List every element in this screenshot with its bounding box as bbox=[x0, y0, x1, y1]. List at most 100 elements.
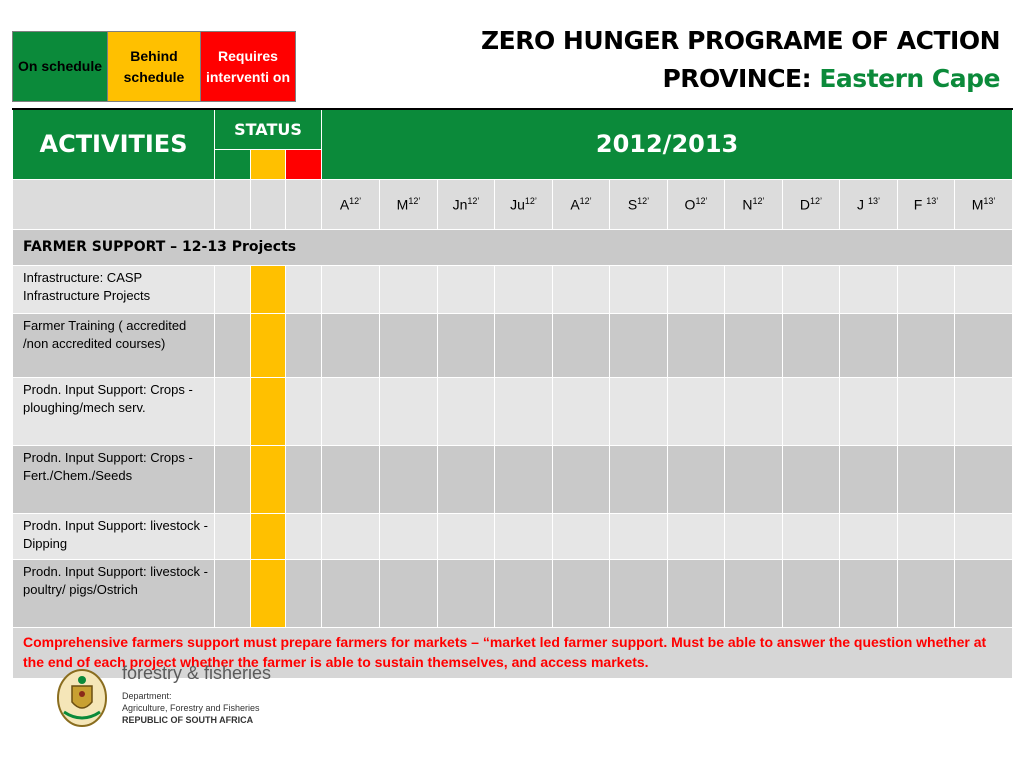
month-cell bbox=[897, 376, 955, 446]
month-cell bbox=[494, 512, 553, 560]
month-cell bbox=[437, 558, 495, 628]
month-cell bbox=[953, 312, 1014, 378]
department-footer: forestry & fisheries Department: Agricul… bbox=[56, 664, 356, 734]
status-cell-yellow bbox=[250, 558, 286, 628]
month-year-suffix: 12’ bbox=[408, 195, 421, 206]
footer-department: Department: Agriculture, Forestry and Fi… bbox=[122, 690, 260, 726]
month-label: N bbox=[742, 196, 753, 213]
month-label: A bbox=[339, 196, 350, 213]
month-label: S bbox=[627, 196, 638, 213]
month-header-cell: Ju12’ bbox=[494, 178, 553, 230]
status-yellow-swatch bbox=[250, 149, 286, 180]
month-cell bbox=[494, 558, 553, 628]
month-cell bbox=[437, 444, 495, 514]
month-cell bbox=[782, 512, 840, 560]
month-cell bbox=[609, 312, 668, 378]
month-cell bbox=[609, 558, 668, 628]
month-cell bbox=[782, 312, 840, 378]
month-cell bbox=[552, 558, 610, 628]
month-row-blank bbox=[214, 178, 251, 230]
dept-line1: Department: bbox=[122, 691, 172, 701]
province-label: PROVINCE: bbox=[662, 64, 812, 93]
activities-header: ACTIVITIES bbox=[12, 108, 215, 180]
legend-requires-intervention: Requires interventi on bbox=[201, 32, 295, 101]
month-label: A bbox=[570, 196, 580, 213]
status-header: STATUS bbox=[214, 108, 322, 151]
month-cell bbox=[667, 444, 725, 514]
activity-label: Prodn. Input Support: Crops - Fert./Chem… bbox=[12, 444, 215, 514]
dept-line2: Agriculture, Forestry and Fisheries bbox=[122, 703, 260, 713]
month-cell bbox=[437, 512, 495, 560]
month-header-cell: M12’ bbox=[379, 178, 438, 230]
year-header: 2012/2013 bbox=[320, 108, 1014, 180]
status-cell-yellow bbox=[250, 312, 286, 378]
month-year-suffix: 12’ bbox=[349, 195, 362, 206]
activity-label: Prodn. Input Support: livestock - Dippin… bbox=[12, 512, 215, 560]
note-row: Comprehensive farmers support must prepa… bbox=[11, 626, 1014, 679]
month-cell bbox=[379, 264, 438, 314]
month-cell bbox=[667, 512, 725, 560]
month-header-cell: A12’ bbox=[552, 178, 610, 230]
month-cell bbox=[552, 376, 610, 446]
table-row: Infrastructure: CASP Infrastructure Proj… bbox=[12, 264, 1014, 314]
status-cell-yellow bbox=[250, 264, 286, 314]
month-cell bbox=[494, 444, 553, 514]
activity-label: Farmer Training ( accredited /non accred… bbox=[12, 312, 215, 378]
month-cell bbox=[724, 512, 783, 560]
month-header-cell: O12’ bbox=[667, 178, 725, 230]
month-year-suffix: 12’ bbox=[467, 195, 480, 206]
month-label: J bbox=[857, 196, 868, 213]
month-cell bbox=[552, 264, 610, 314]
month-label: Jn bbox=[452, 196, 468, 213]
status-cell-red bbox=[285, 376, 322, 446]
table-row: Farmer Training ( accredited /non accred… bbox=[12, 312, 1014, 378]
month-cell bbox=[953, 444, 1014, 514]
month-cell bbox=[724, 558, 783, 628]
month-year-suffix: 12’ bbox=[524, 195, 537, 206]
activity-table: ACTIVITIES STATUS 2012/2013 A12’ M12’ Jn12… bbox=[11, 108, 1014, 679]
status-cell-green bbox=[214, 444, 251, 514]
status-cell-yellow bbox=[250, 376, 286, 446]
month-cell bbox=[321, 376, 380, 446]
month-cell bbox=[839, 376, 898, 446]
month-cell bbox=[379, 444, 438, 514]
month-year-suffix: 12’ bbox=[810, 195, 823, 206]
month-header-cell: N12’ bbox=[724, 178, 783, 230]
month-cell bbox=[494, 376, 553, 446]
month-cell bbox=[724, 444, 783, 514]
status-cell-green bbox=[214, 264, 251, 314]
month-cell bbox=[897, 558, 955, 628]
coat-of-arms-icon bbox=[57, 669, 107, 727]
month-year-suffix: 12’ bbox=[579, 195, 592, 206]
footer-brand: forestry & fisheries bbox=[122, 663, 272, 683]
status-legend: On schedule Behind schedule Requires int… bbox=[12, 31, 296, 102]
status-red-swatch bbox=[285, 149, 322, 180]
month-cell bbox=[437, 264, 495, 314]
month-cell bbox=[839, 264, 898, 314]
month-label: Ju bbox=[510, 196, 525, 213]
section-title: FARMER SUPPORT – 12-13 Projects bbox=[11, 228, 1014, 266]
month-header-cell: M13’ bbox=[953, 178, 1014, 230]
status-cell-red bbox=[285, 512, 322, 560]
status-cell-red bbox=[285, 312, 322, 378]
activity-label: Infrastructure: CASP Infrastructure Proj… bbox=[12, 264, 215, 314]
month-cell bbox=[321, 264, 380, 314]
month-cell bbox=[782, 444, 840, 514]
month-cell bbox=[724, 264, 783, 314]
month-cell bbox=[897, 264, 955, 314]
month-year-suffix: 13’ bbox=[983, 195, 996, 206]
status-cell-red bbox=[285, 444, 322, 514]
status-cell-green bbox=[214, 376, 251, 446]
status-cell-green bbox=[214, 512, 251, 560]
status-cell-green bbox=[214, 558, 251, 628]
legend-behind-schedule: Behind schedule bbox=[107, 32, 201, 101]
month-header-cell: D12’ bbox=[782, 178, 840, 230]
legend-on-schedule: On schedule bbox=[13, 32, 107, 101]
month-cell bbox=[437, 376, 495, 446]
month-cell bbox=[379, 558, 438, 628]
month-label: F bbox=[913, 196, 927, 213]
month-cell bbox=[494, 312, 553, 378]
month-cell bbox=[321, 558, 380, 628]
month-cell bbox=[667, 558, 725, 628]
month-cell bbox=[897, 512, 955, 560]
